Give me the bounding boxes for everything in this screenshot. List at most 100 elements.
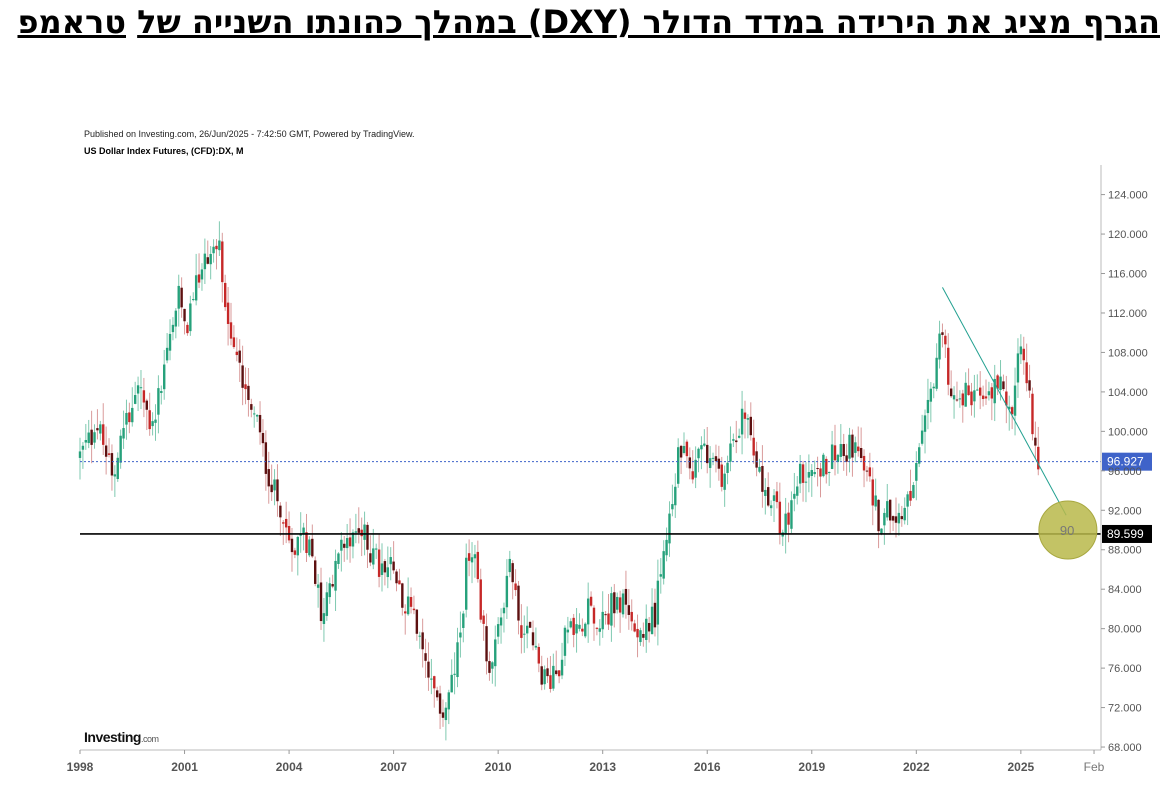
candle-body xyxy=(316,584,320,588)
candle-body xyxy=(627,605,631,615)
support-label: 89.599 xyxy=(1107,527,1144,541)
candle-body xyxy=(485,626,488,662)
candle-body xyxy=(694,459,697,478)
candle-body xyxy=(920,430,924,444)
candle-body xyxy=(717,458,721,469)
candle-body xyxy=(450,674,453,693)
candle-body xyxy=(125,412,128,425)
candle-body xyxy=(78,451,82,458)
candle-body xyxy=(604,614,607,616)
title-name: טראמפ xyxy=(17,3,127,41)
candle-body xyxy=(967,385,970,396)
candle-body xyxy=(337,553,340,564)
candle-body xyxy=(639,630,642,643)
candle-body xyxy=(952,395,956,400)
candle-body xyxy=(601,611,604,630)
candle-body xyxy=(740,408,744,435)
candle-body xyxy=(964,382,967,407)
candle-body xyxy=(244,384,247,390)
candle-body xyxy=(319,582,323,622)
candle-body xyxy=(322,613,326,625)
candle-body xyxy=(784,513,787,535)
candle-body xyxy=(250,404,253,410)
candle-body xyxy=(409,597,413,607)
candle-body xyxy=(206,257,209,264)
candle-body xyxy=(912,485,915,498)
candle-body xyxy=(345,538,349,549)
candle-body xyxy=(886,501,889,518)
candle-body xyxy=(859,448,863,459)
candle-body xyxy=(552,665,555,689)
candle-body xyxy=(816,468,819,470)
candle-body xyxy=(755,451,758,468)
candle-body xyxy=(769,505,773,509)
candle-body xyxy=(790,500,793,529)
candle-body xyxy=(624,588,628,605)
candle-body xyxy=(122,428,125,439)
candle-body xyxy=(1025,362,1028,384)
x-tick-label: 2004 xyxy=(276,760,303,774)
candle-body xyxy=(595,627,599,629)
x-tick-label: 2001 xyxy=(171,760,198,774)
candle-body xyxy=(218,240,221,251)
candle-body xyxy=(186,324,189,334)
candle-body xyxy=(586,598,590,625)
candle-body xyxy=(935,357,938,389)
candle-body xyxy=(380,563,384,575)
candle-body xyxy=(650,606,654,635)
candle-body xyxy=(293,550,297,555)
candle-body xyxy=(415,609,419,634)
candle-body xyxy=(636,628,639,638)
candle-body xyxy=(447,692,450,710)
candle-body xyxy=(467,553,471,561)
candle-body xyxy=(383,561,387,573)
candle-body xyxy=(691,471,694,480)
candle-body xyxy=(915,463,918,481)
candle-body xyxy=(90,429,93,445)
candle-body xyxy=(374,548,378,550)
candle-body xyxy=(491,662,494,669)
candle-body xyxy=(270,484,273,493)
candle-body xyxy=(418,635,421,637)
x-tick-label: 2019 xyxy=(798,760,825,774)
candle-body xyxy=(682,445,686,454)
y-tick-label: 120.000 xyxy=(1108,229,1148,241)
overlays: 96.927 89.599 90 xyxy=(80,287,1152,560)
candle-body xyxy=(113,474,117,477)
candle-body xyxy=(351,532,355,547)
candle-body xyxy=(938,333,941,360)
candle-body xyxy=(1016,353,1020,383)
candle-body xyxy=(851,434,854,458)
candle-body xyxy=(793,493,796,499)
candle-body xyxy=(825,458,828,475)
candle-body xyxy=(348,537,352,547)
candle-body xyxy=(354,531,358,533)
candle-body xyxy=(732,439,735,441)
candle-body xyxy=(764,489,767,496)
candle-body xyxy=(543,669,546,685)
candle-body xyxy=(525,625,529,634)
y-tick-label: 72.000 xyxy=(1108,703,1142,715)
candle-body xyxy=(369,553,372,563)
candle-body xyxy=(505,575,509,608)
candle-body xyxy=(671,504,674,510)
candle-body xyxy=(645,618,648,640)
candle-body xyxy=(801,464,805,483)
candle-body xyxy=(517,585,520,621)
candle-body xyxy=(909,490,912,501)
x-tick-label: 2025 xyxy=(1008,760,1035,774)
candle-body xyxy=(540,666,543,685)
candle-body xyxy=(737,435,741,438)
candle-body xyxy=(830,444,834,469)
candle-body xyxy=(180,287,183,308)
candle-body xyxy=(1034,437,1037,446)
candle-body xyxy=(557,670,561,677)
candle-body xyxy=(1008,406,1011,410)
candle-body xyxy=(659,574,662,577)
candle-body xyxy=(357,528,360,533)
candle-body xyxy=(827,471,831,473)
candle-body xyxy=(334,560,337,591)
candle-body xyxy=(151,421,154,427)
candle-body xyxy=(984,396,988,399)
